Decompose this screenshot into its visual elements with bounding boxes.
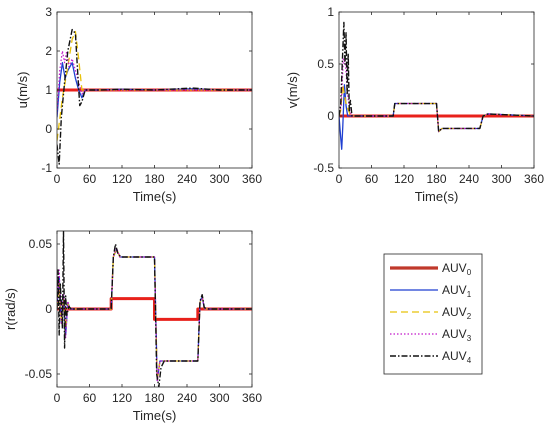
x-tick-label: 60 [83, 172, 97, 186]
legend-label-auv4: AUV4 [442, 349, 472, 365]
x-tick-label: 360 [242, 172, 262, 186]
series-line-auv2 [339, 84, 534, 133]
legend: AUV0 AUV1 AUV2 AUV3 AUV4 [383, 253, 483, 375]
series-group [57, 231, 252, 387]
x-tick-label: 0 [336, 172, 343, 186]
y-axis-label: r(rad/s) [3, 288, 18, 330]
x-tick-label: 60 [83, 391, 97, 405]
y-axis-label: v(m/s) [285, 72, 300, 108]
x-tick-label: 120 [394, 172, 414, 186]
x-tick-label: 120 [112, 172, 132, 186]
x-tick-label: 180 [144, 391, 164, 405]
y-tick-label: 0.05 [29, 237, 53, 251]
x-tick-label: 240 [177, 391, 197, 405]
series-line-auv3 [57, 50, 252, 114]
x-tick-label: 300 [209, 172, 229, 186]
series-line-auv4 [57, 28, 252, 165]
y-tick-label: 0 [327, 109, 334, 123]
x-tick-label: 240 [459, 172, 479, 186]
y-tick-label: -0.05 [25, 367, 53, 381]
series-line-auv4 [339, 21, 534, 133]
x-tick-label: 240 [177, 172, 197, 186]
x-axis-label: Time(s) [415, 189, 459, 204]
y-tick-label: 0.5 [317, 57, 334, 71]
legend-label-auv3: AUV3 [442, 327, 472, 343]
plot-area [339, 12, 534, 168]
y-tick-label: 3 [45, 5, 52, 19]
series-line-auv4 [57, 231, 252, 387]
x-tick-label: 120 [112, 391, 132, 405]
y-tick-label: -0.5 [313, 161, 334, 175]
y-axis-label: u(m/s) [15, 72, 30, 109]
y-tick-label: -1 [41, 161, 52, 175]
legend-box [383, 253, 483, 375]
x-tick-label: 300 [491, 172, 511, 186]
x-tick-label: 60 [365, 172, 379, 186]
y-tick-label: 1 [45, 83, 52, 97]
x-tick-label: 0 [54, 172, 61, 186]
x-axis-label: Time(s) [133, 189, 177, 204]
x-tick-label: 300 [209, 391, 229, 405]
y-tick-label: 1 [327, 5, 334, 19]
x-tick-label: 360 [242, 391, 262, 405]
series-line-auv2 [57, 30, 252, 141]
yaw-rate-plot: 0 60 120 180 240 300 360-0.0500.05Time(s)r(rad… [3, 230, 262, 423]
y-tick-label: 0 [45, 302, 52, 316]
legend-label-auv2: AUV2 [442, 305, 472, 321]
series-group [57, 28, 252, 165]
series-group [339, 21, 534, 150]
x-tick-label: 180 [144, 172, 164, 186]
x-tick-label: 0 [54, 391, 61, 405]
x-tick-label: 360 [524, 172, 544, 186]
x-tick-label: 180 [426, 172, 446, 186]
y-tick-label: 2 [45, 44, 52, 58]
legend-label-auv0: AUV0 [442, 261, 472, 277]
legend-label-auv1: AUV1 [442, 283, 472, 299]
x-axis-label: Time(s) [133, 408, 177, 423]
y-tick-label: 0 [45, 122, 52, 136]
